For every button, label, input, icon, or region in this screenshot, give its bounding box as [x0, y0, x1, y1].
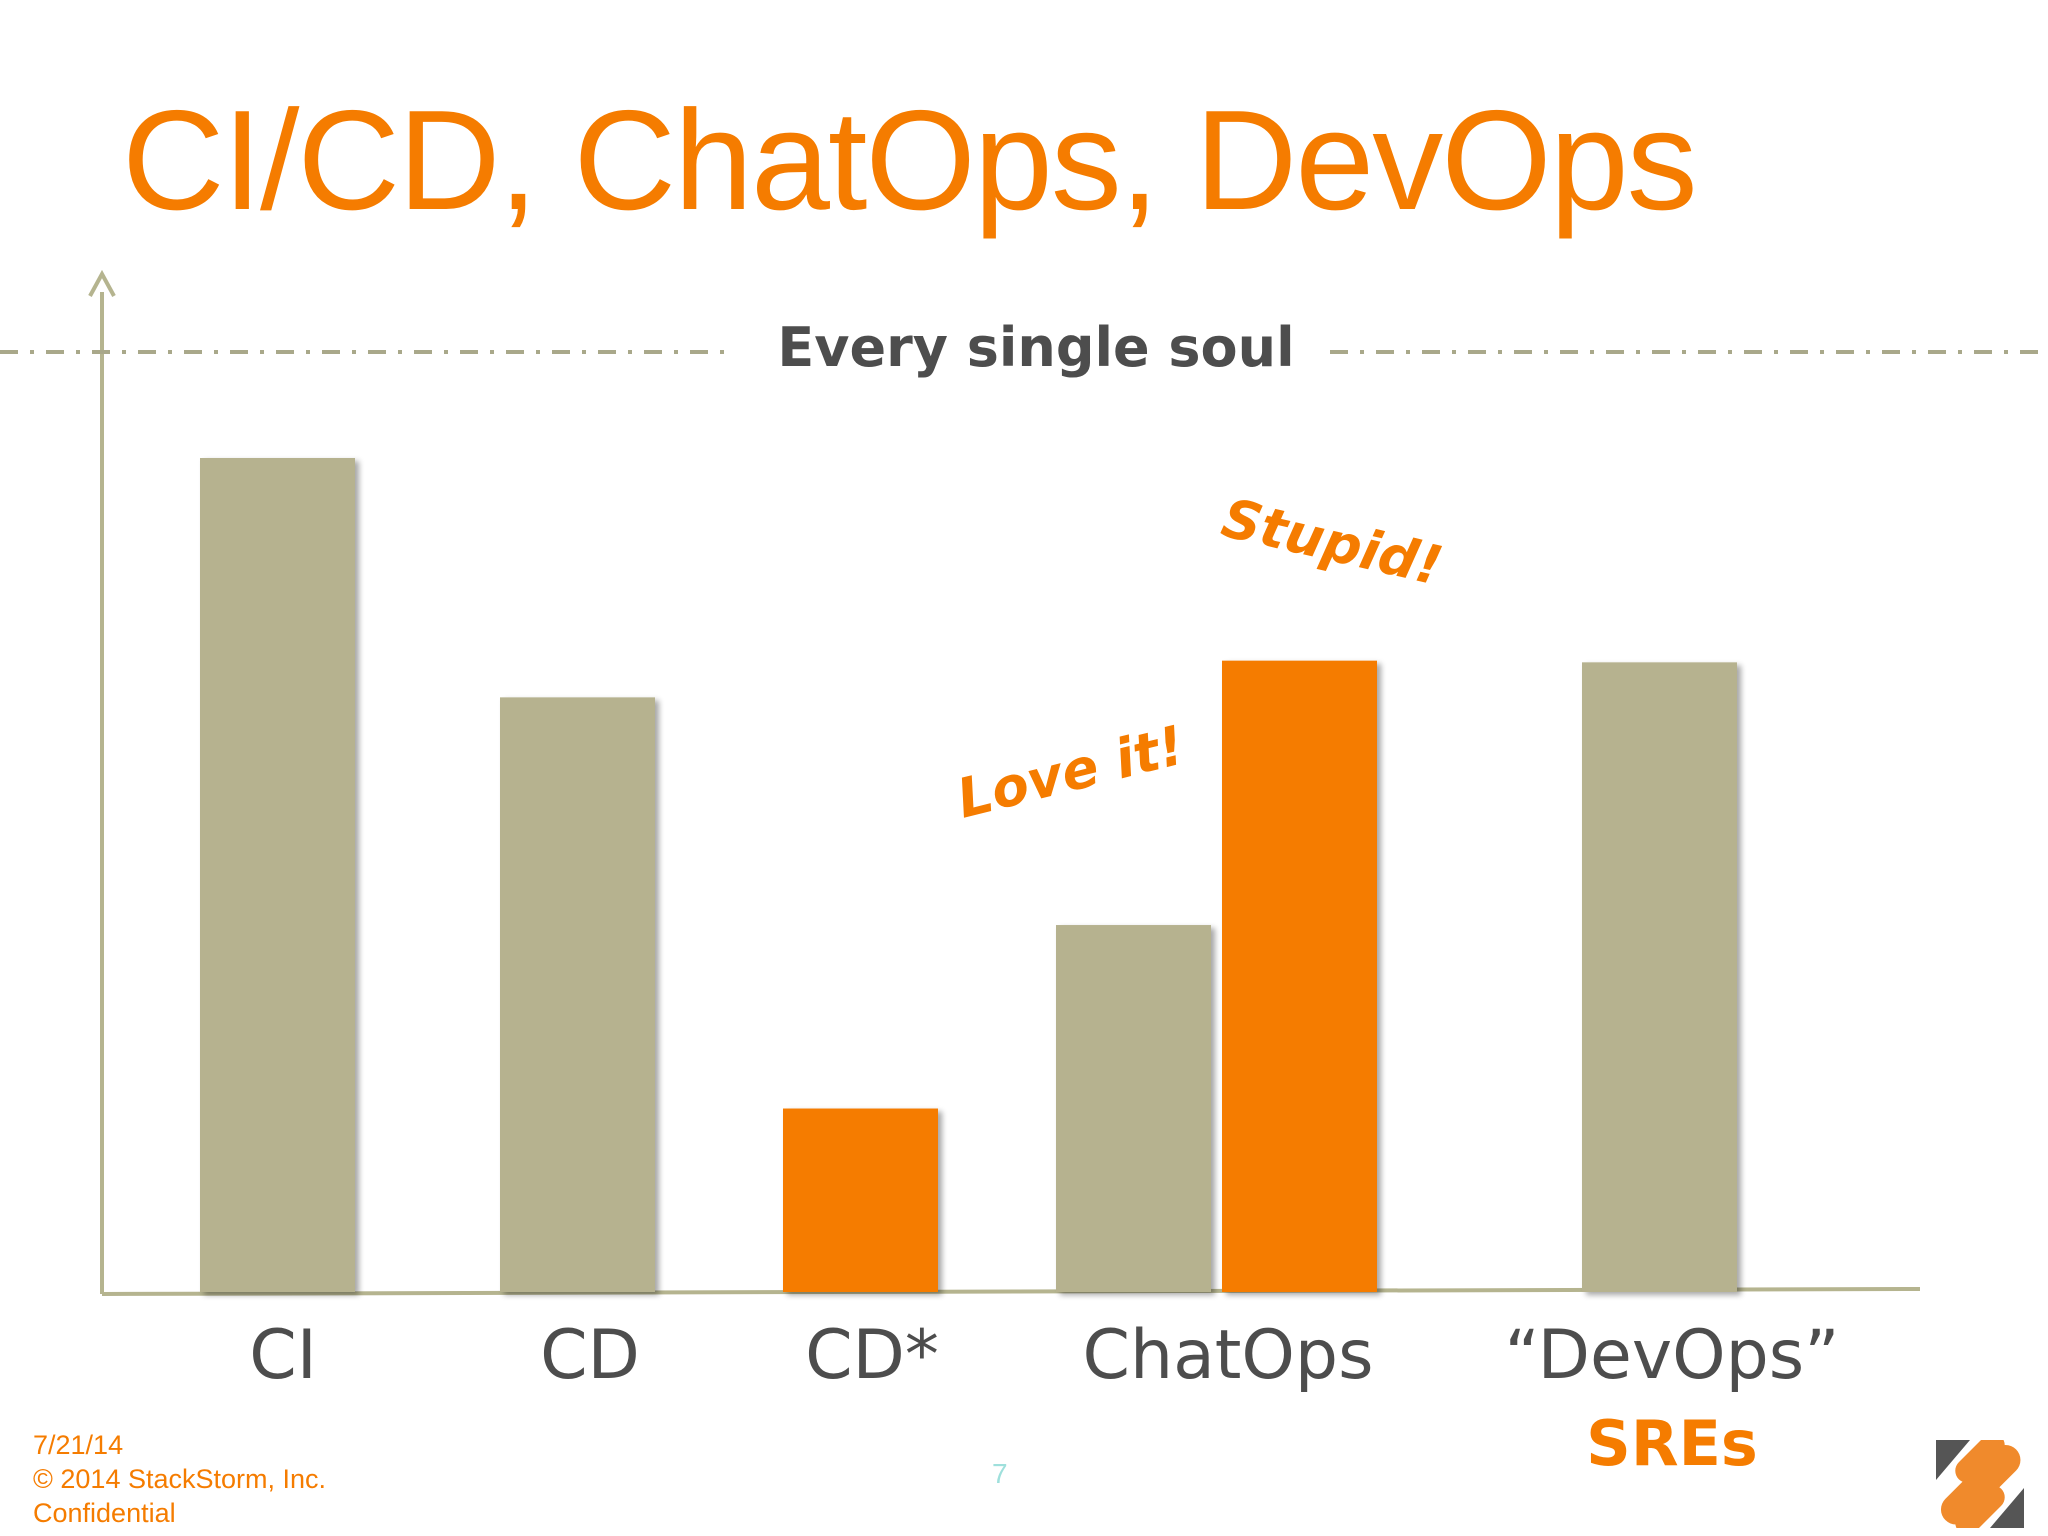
category-label: CI	[249, 1316, 317, 1395]
footer-confidential: Confidential	[33, 1498, 176, 1528]
bars-group	[200, 458, 1737, 1292]
page-number: 7	[992, 1458, 1008, 1489]
bar-devops-gray	[1582, 662, 1737, 1292]
category-label: “DevOps”	[1505, 1316, 1840, 1395]
annotation-label: Stupid!	[1216, 486, 1448, 598]
footer-copyright: © 2014 StackStorm, Inc.	[33, 1464, 327, 1494]
footer: 7/21/14 © 2014 StackStorm, Inc. Confiden…	[33, 1428, 326, 1530]
category-label: ChatOps	[1082, 1316, 1373, 1395]
bar-cd*-orange	[783, 1108, 938, 1292]
category-label: CD*	[805, 1316, 939, 1395]
bar-chatops-gray	[1056, 925, 1211, 1292]
category-sublabel: SREs	[1586, 1407, 1758, 1480]
stackstorm-logo-icon	[1936, 1440, 2024, 1528]
slide-title: CI/CD, ChatOps, DevOps	[122, 81, 1698, 240]
y-axis-arrow-icon	[88, 269, 116, 297]
category-labels: CI CD CD* ChatOps “DevOps” SREs	[249, 1316, 1839, 1480]
bar-chatops-orange	[1222, 660, 1377, 1292]
footer-date: 7/21/14	[33, 1430, 124, 1460]
bar-cd-gray	[500, 697, 655, 1292]
reference-line-label: Every single soul	[777, 316, 1294, 379]
annotation-label: Love it!	[951, 714, 1190, 831]
category-label: CD	[540, 1316, 640, 1395]
bar-ci-gray	[200, 458, 355, 1292]
